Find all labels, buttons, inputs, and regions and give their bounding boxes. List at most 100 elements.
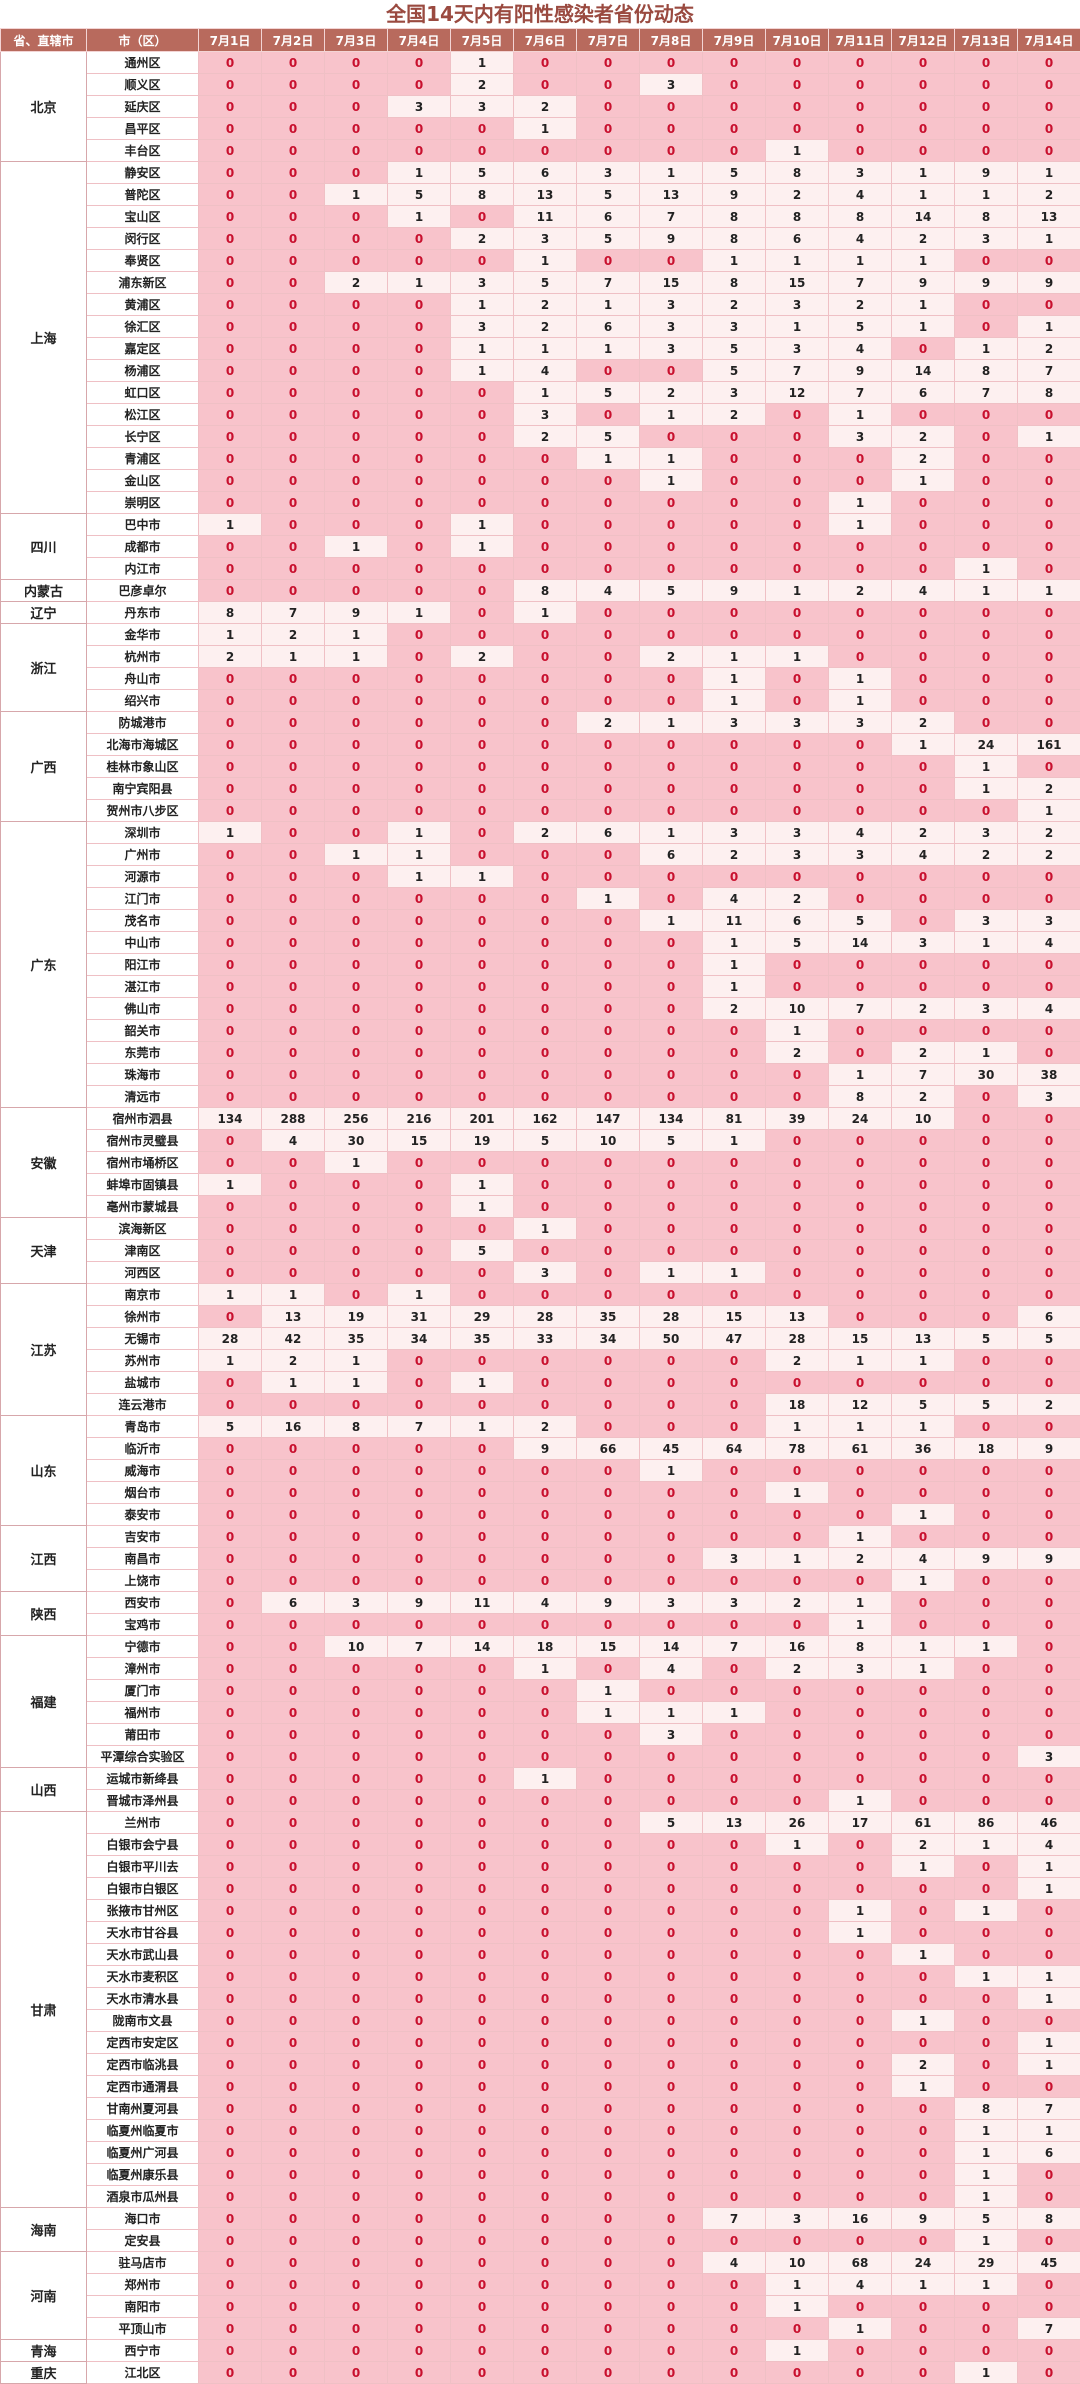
count-cell: 0 <box>829 1196 892 1218</box>
count-cell: 0 <box>514 1174 577 1196</box>
count-cell: 61 <box>829 1438 892 1460</box>
count-cell: 0 <box>514 1724 577 1746</box>
count-cell: 0 <box>325 1988 388 2010</box>
count-cell: 147 <box>577 1108 640 1130</box>
count-cell: 0 <box>451 624 514 646</box>
city-cell: 南昌市 <box>87 1548 199 1570</box>
count-cell: 0 <box>262 382 325 404</box>
count-cell: 10 <box>577 1130 640 1152</box>
count-cell: 0 <box>577 2252 640 2274</box>
count-cell: 0 <box>262 1636 325 1658</box>
count-cell: 0 <box>388 250 451 272</box>
count-cell: 0 <box>577 1240 640 1262</box>
count-cell: 0 <box>388 1460 451 1482</box>
count-cell: 0 <box>892 1130 955 1152</box>
count-cell: 0 <box>955 2340 1018 2362</box>
count-cell: 35 <box>325 1328 388 1350</box>
count-cell: 1 <box>514 382 577 404</box>
count-cell: 0 <box>514 712 577 734</box>
header-date: 7月7日 <box>577 29 640 52</box>
city-cell: 茂名市 <box>87 910 199 932</box>
count-cell: 0 <box>199 1944 262 1966</box>
count-cell: 0 <box>451 756 514 778</box>
count-cell: 0 <box>577 1262 640 1284</box>
count-cell: 0 <box>451 1922 514 1944</box>
count-cell: 1 <box>766 250 829 272</box>
count-cell: 0 <box>262 1218 325 1240</box>
count-cell: 5 <box>955 2208 1018 2230</box>
city-cell: 浦东新区 <box>87 272 199 294</box>
count-cell: 0 <box>640 2054 703 2076</box>
count-cell: 24 <box>829 1108 892 1130</box>
count-cell: 0 <box>325 1438 388 1460</box>
count-cell: 0 <box>955 1196 1018 1218</box>
count-cell: 0 <box>325 712 388 734</box>
count-cell: 0 <box>388 910 451 932</box>
count-cell: 0 <box>1018 1570 1080 1592</box>
count-cell: 0 <box>514 2318 577 2340</box>
count-cell: 0 <box>262 2296 325 2318</box>
count-cell: 0 <box>766 404 829 426</box>
count-cell: 0 <box>703 602 766 624</box>
city-cell: 顺义区 <box>87 74 199 96</box>
count-cell: 0 <box>955 294 1018 316</box>
count-cell: 1 <box>199 1174 262 1196</box>
count-cell: 0 <box>703 2340 766 2362</box>
count-cell: 4 <box>1018 998 1080 1020</box>
count-cell: 0 <box>325 866 388 888</box>
province-cell: 海南 <box>1 2208 87 2252</box>
count-cell: 0 <box>388 1438 451 1460</box>
count-cell: 0 <box>577 2230 640 2252</box>
count-cell: 0 <box>325 96 388 118</box>
count-cell: 1 <box>955 2142 1018 2164</box>
count-cell: 0 <box>199 910 262 932</box>
count-cell: 0 <box>766 96 829 118</box>
count-cell: 0 <box>514 1284 577 1306</box>
count-cell: 0 <box>640 558 703 580</box>
count-cell: 3 <box>1018 910 1080 932</box>
count-cell: 7 <box>388 1636 451 1658</box>
count-cell: 0 <box>577 690 640 712</box>
count-cell: 13 <box>640 184 703 206</box>
count-cell: 0 <box>829 1130 892 1152</box>
count-cell: 15 <box>388 1130 451 1152</box>
count-cell: 0 <box>703 448 766 470</box>
count-cell: 0 <box>955 118 1018 140</box>
count-cell: 1 <box>640 822 703 844</box>
count-cell: 0 <box>325 228 388 250</box>
count-cell: 0 <box>262 756 325 778</box>
count-cell: 5 <box>829 316 892 338</box>
count-cell: 1 <box>640 470 703 492</box>
count-cell: 35 <box>451 1328 514 1350</box>
count-cell: 0 <box>892 756 955 778</box>
count-cell: 0 <box>325 1724 388 1746</box>
count-cell: 11 <box>514 206 577 228</box>
count-cell: 0 <box>262 1812 325 1834</box>
count-cell: 0 <box>262 1614 325 1636</box>
city-cell: 虹口区 <box>87 382 199 404</box>
count-cell: 1 <box>892 1416 955 1438</box>
count-cell: 0 <box>766 2120 829 2142</box>
count-cell: 7 <box>703 1636 766 1658</box>
count-cell: 0 <box>325 1878 388 1900</box>
count-cell: 0 <box>199 140 262 162</box>
count-cell: 0 <box>577 1284 640 1306</box>
count-cell: 0 <box>1018 1372 1080 1394</box>
count-cell: 0 <box>577 2010 640 2032</box>
count-cell: 1 <box>1018 1856 1080 1878</box>
city-cell: 临夏州广河县 <box>87 2142 199 2164</box>
count-cell: 4 <box>829 338 892 360</box>
header-date: 7月2日 <box>262 29 325 52</box>
city-cell: 防城港市 <box>87 712 199 734</box>
count-cell: 0 <box>262 1922 325 1944</box>
city-cell: 崇明区 <box>87 492 199 514</box>
count-cell: 8 <box>199 602 262 624</box>
count-cell: 1 <box>325 536 388 558</box>
count-cell: 0 <box>1018 712 1080 734</box>
count-cell: 0 <box>262 1174 325 1196</box>
count-cell: 0 <box>199 2098 262 2120</box>
count-cell: 0 <box>451 1790 514 1812</box>
count-cell: 1 <box>703 668 766 690</box>
